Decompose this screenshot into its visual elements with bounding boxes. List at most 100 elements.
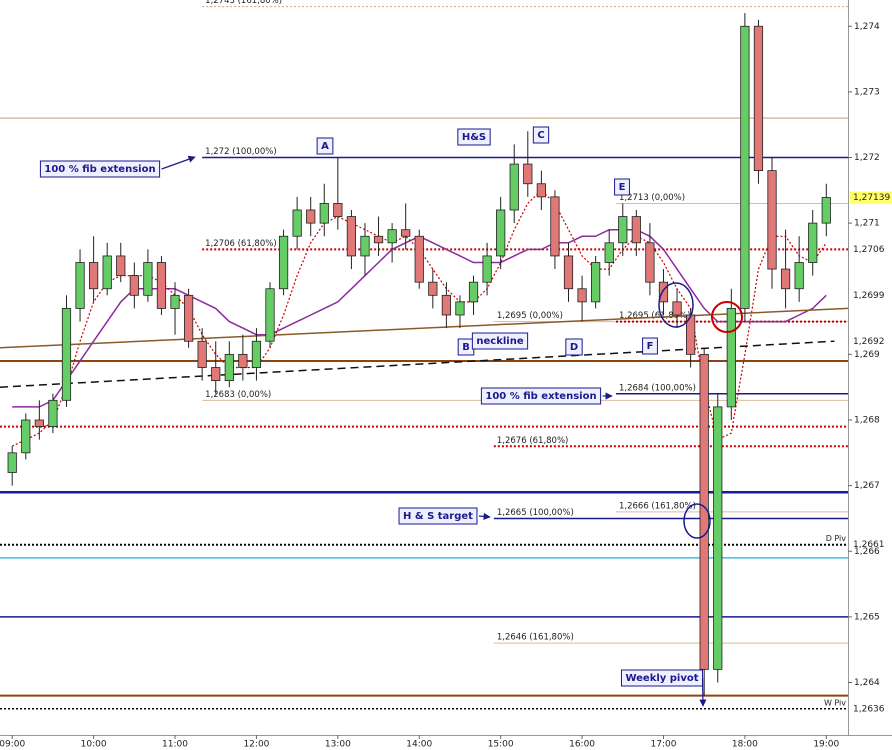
candle-body <box>645 242 655 283</box>
price-label: 1,2699 <box>853 291 885 301</box>
level-label: 1,2695 (0,00%) <box>497 311 563 321</box>
candle-body <box>604 242 614 263</box>
candle-body <box>319 203 329 224</box>
annotation-box <box>532 126 550 144</box>
candle-body <box>509 163 519 211</box>
price-label-bg <box>850 191 892 204</box>
annotation-label: D <box>570 342 578 353</box>
candle-body <box>292 209 302 237</box>
candle-body <box>740 25 750 309</box>
y-tick-label: 1,264 <box>854 678 880 688</box>
annotation-label: C <box>537 130 544 141</box>
overlay-line <box>0 340 835 388</box>
candle-body <box>387 229 397 244</box>
candle-body <box>360 235 370 257</box>
candle-body <box>496 209 506 257</box>
annotation-box <box>471 332 529 350</box>
candle-body <box>523 163 533 185</box>
candle-body <box>251 340 262 368</box>
annotation-label: 100 % fib extension <box>485 391 596 402</box>
candle-body <box>7 452 17 473</box>
highlight-circle <box>658 282 694 328</box>
candle-body <box>577 288 587 303</box>
candle-body <box>306 209 316 224</box>
candles <box>7 13 831 696</box>
annotation-box <box>642 337 658 355</box>
y-tick-label: 1,267 <box>854 481 880 491</box>
candle-body <box>102 255 112 290</box>
x-tick-label: 19:00 <box>813 740 839 750</box>
level-label: 1,2695 (61,80%) <box>619 311 691 321</box>
level-label: 1,2665 (100,00%) <box>497 508 574 518</box>
candle-body <box>713 406 723 670</box>
price-label: 1,2636 <box>853 704 885 714</box>
x-tick-label: 09:00 <box>0 740 25 750</box>
candle-body <box>414 235 424 283</box>
candle-body <box>211 367 221 382</box>
candle-body <box>333 203 343 217</box>
annotation-label: H & S target <box>403 511 473 522</box>
annotation-label: A <box>321 141 329 152</box>
y-tick-label: 1,272 <box>854 153 880 163</box>
annotation-box <box>614 178 630 196</box>
annotation-label: neckline <box>476 336 523 347</box>
pivot-tag: W Piv <box>824 698 846 707</box>
candle-body <box>183 294 194 342</box>
candle-body <box>48 399 58 427</box>
candle-body <box>591 262 601 303</box>
y-tick-label: 1,266 <box>854 547 880 557</box>
candle-body <box>821 197 831 224</box>
candle-body <box>116 255 126 277</box>
candle-body <box>401 229 411 237</box>
annotation-box <box>398 507 478 525</box>
candle-body <box>278 235 289 290</box>
annotation-label: E <box>619 182 626 193</box>
candle-body <box>197 340 207 368</box>
candle-body <box>455 301 465 316</box>
candle-body <box>699 353 709 670</box>
candle-body <box>563 255 574 290</box>
annotation-label: B <box>462 342 470 353</box>
x-tick-label: 11:00 <box>162 740 188 750</box>
x-tick-label: 17:00 <box>651 740 677 750</box>
candle-body <box>780 268 791 290</box>
candle-body <box>441 294 451 316</box>
candle-body <box>618 216 628 244</box>
candle-body <box>808 222 818 263</box>
annotation-box <box>316 137 334 155</box>
candle-body <box>428 281 438 296</box>
candle-body <box>224 353 234 382</box>
candle-body <box>129 275 139 296</box>
level-label: 1,2683 (0,00%) <box>205 390 271 400</box>
level-label: 1,2743 (161,80%) <box>205 0 282 6</box>
annotation-box <box>565 338 583 356</box>
level-label: 1,2713 (0,00%) <box>619 193 685 203</box>
annotation-label: F <box>647 341 654 352</box>
price-label: 1,2692 <box>853 337 885 347</box>
annotation-arrow <box>161 155 196 170</box>
candle-body <box>726 308 736 408</box>
candle-body <box>156 262 167 309</box>
x-tick-label: 15:00 <box>488 740 514 750</box>
x-tick-label: 16:00 <box>569 740 595 750</box>
candle-body <box>265 288 275 342</box>
candle-body <box>672 301 682 316</box>
candle-body <box>89 262 99 290</box>
candle-body <box>658 281 669 303</box>
annotation-label: Weekly pivot <box>625 673 698 684</box>
level-label: 1,2646 (161,80%) <box>497 633 574 643</box>
y-tick-label: 1,268 <box>854 416 880 426</box>
level-label: 1,2706 (61,80%) <box>205 239 277 249</box>
candle-body <box>238 353 248 368</box>
x-tick-label: 14:00 <box>406 740 432 750</box>
candle-body <box>143 262 153 296</box>
highlight-circle <box>711 301 743 333</box>
candle-body <box>346 216 357 257</box>
y-tick-label: 1,269 <box>854 350 880 360</box>
candle-body <box>631 216 641 244</box>
level-label: 1,2684 (100,00%) <box>619 383 696 393</box>
axes: 1,274 1,273 1,272 1,271 1,269 1,268 1,267 1,266… <box>0 22 892 750</box>
price-label: 1,2706 <box>853 245 885 255</box>
